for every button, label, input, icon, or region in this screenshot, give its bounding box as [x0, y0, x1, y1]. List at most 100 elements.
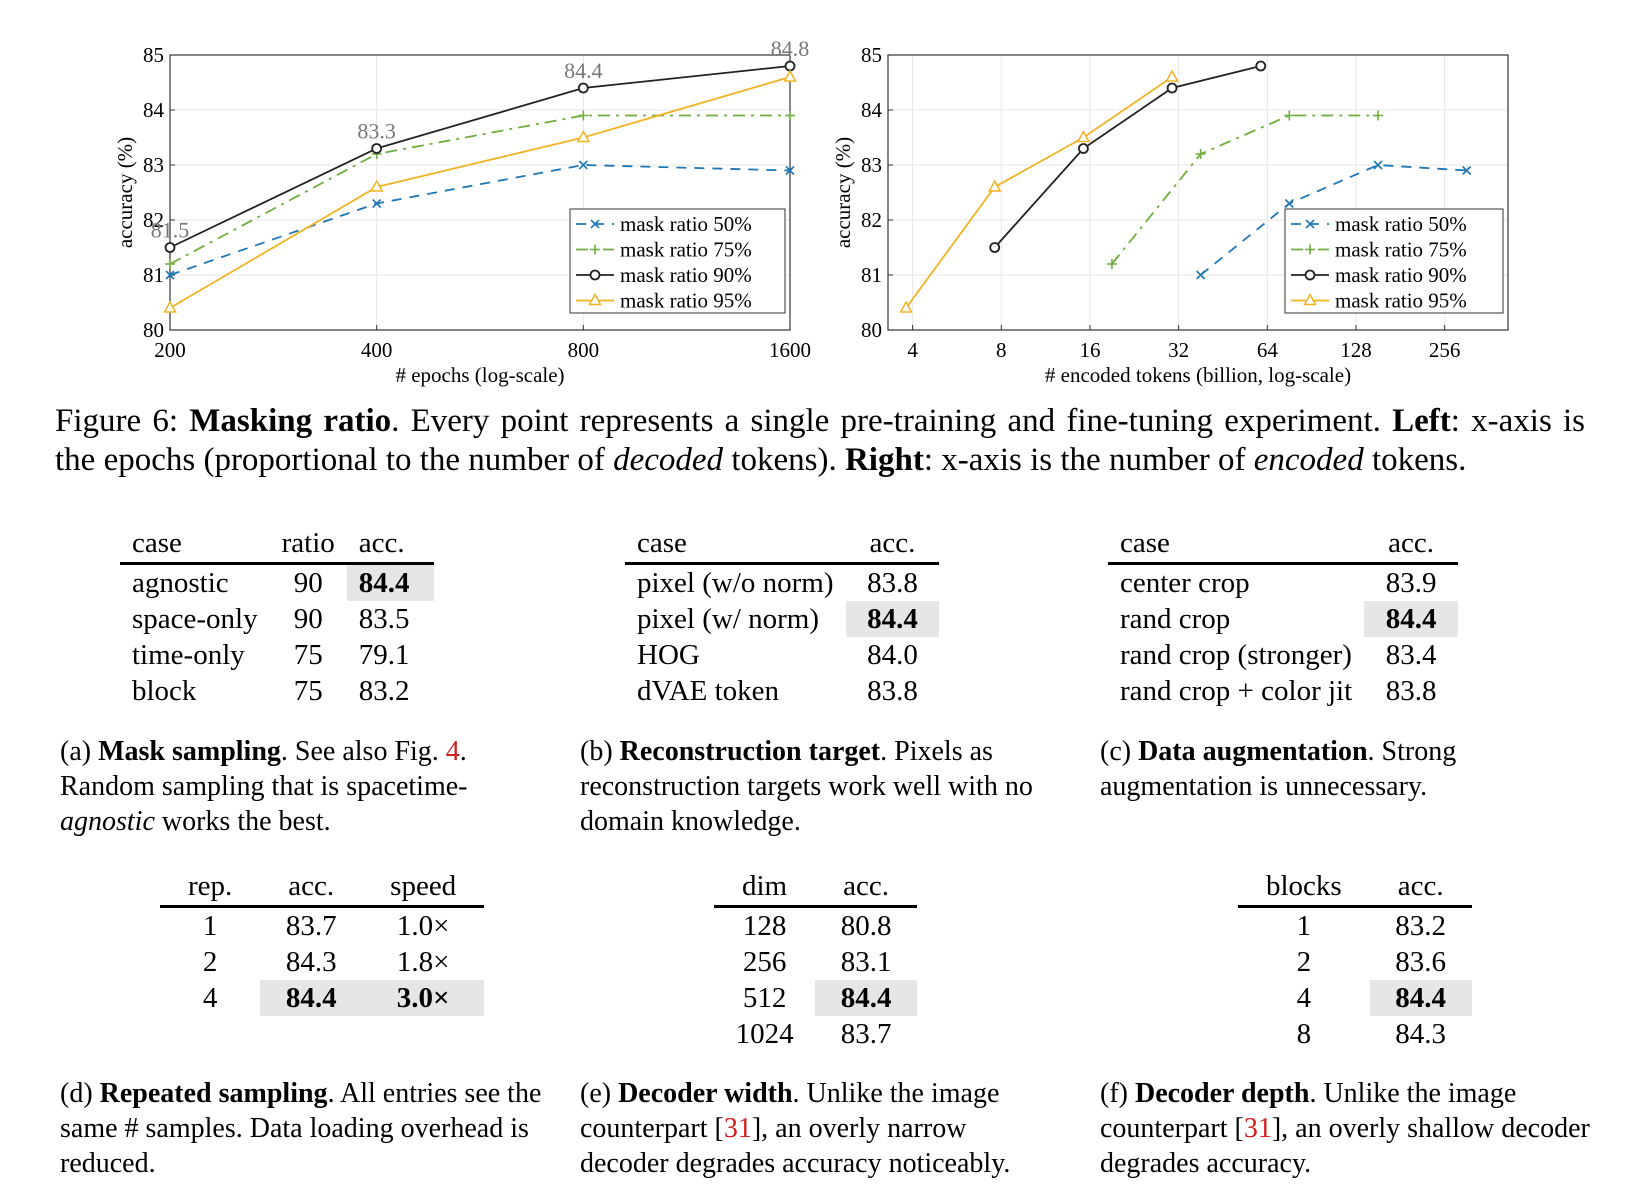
data-label: 81.5	[151, 218, 190, 243]
figure-reference-link[interactable]: 4	[445, 736, 460, 767]
column-header: rep.	[188, 870, 233, 902]
plus-marker	[1305, 244, 1315, 255]
column-header: acc.	[358, 527, 405, 559]
table-cell: 83.5	[358, 603, 410, 635]
circle-marker	[1077, 143, 1089, 154]
legend: mask ratio 50%mask ratio 75%mask ratio 9…	[1284, 208, 1504, 314]
data-label: 83.3	[357, 119, 396, 144]
table-row: 256 83.1	[714, 944, 917, 980]
triangle-marker	[783, 69, 797, 82]
table-row: pixel (w/ norm) 84.4	[625, 601, 940, 637]
table-cell: 83.7	[840, 1018, 892, 1050]
chart-left: 80 81 82 83 84 85 200 400 800 1600 # epochs (log-s…	[113, 36, 811, 387]
x-marker	[1462, 165, 1472, 176]
legend-entry: mask ratio 90%	[620, 263, 752, 287]
caption-c: (c) Data augmentation. Strong augmentati…	[1100, 736, 1457, 802]
x-tick-label: 8	[996, 338, 1007, 362]
table-cell: 90	[293, 603, 323, 635]
circle-marker	[589, 269, 601, 281]
table-cell: agnostic	[132, 567, 229, 599]
table-cell: 83.8	[867, 567, 918, 599]
circle-marker	[371, 143, 383, 154]
plus-marker	[1372, 110, 1383, 121]
table-cell-best: 84.4	[1364, 601, 1459, 637]
table-cell: 83.8	[1385, 675, 1437, 707]
x-axis-label: # encoded tokens (billion, log-scale)	[1045, 363, 1351, 387]
x-marker	[372, 198, 382, 209]
circle-marker	[1255, 60, 1267, 72]
table-cell: 1.0×	[396, 910, 450, 942]
caption-f: (f) Decoder depth. Unlike the image coun…	[1100, 1078, 1590, 1179]
table-cell: 128	[742, 910, 787, 942]
series-mask-ratio-50-	[165, 160, 795, 280]
y-tick-label: 84	[861, 98, 883, 122]
plus-marker	[590, 244, 600, 255]
table-row: rand crop + color jit 83.8	[1108, 673, 1458, 709]
y-tick-label: 82	[143, 208, 164, 232]
column-header: dim	[742, 870, 788, 902]
y-tick-label: 82	[861, 208, 882, 232]
circle-marker	[784, 60, 796, 72]
circle-marker	[164, 242, 176, 253]
plus-marker	[165, 259, 175, 269]
legend-box	[569, 208, 786, 314]
table-cell: 83.7	[285, 910, 337, 942]
chart-right: 80 81 82 83 84 85 4 8 16 32 64 128 256 # encoded toke…	[831, 43, 1509, 387]
table-cell: rand crop	[1120, 603, 1231, 635]
triangle-marker	[588, 292, 602, 306]
table-row: 2 83.6	[1238, 944, 1472, 980]
column-header: acc.	[869, 527, 916, 559]
table-cell-best: 84.4	[1369, 980, 1472, 1016]
y-axis-label: accuracy (%)	[831, 137, 855, 248]
table-cell: 4	[202, 982, 218, 1014]
y-tick-label: 81	[143, 263, 164, 287]
table-row: 8 84.3	[1238, 1016, 1472, 1052]
table-cell: 512	[742, 982, 787, 1014]
x-marker	[165, 270, 175, 280]
legend-entry: mask ratio 95%	[620, 289, 752, 313]
y-tick-label: 80	[143, 318, 164, 342]
triangle-marker	[1076, 129, 1091, 143]
table-row: 4 84.4 3.0×	[160, 980, 485, 1016]
y-axis-label: accuracy (%)	[113, 137, 137, 248]
table-cell-best: 84.4	[815, 980, 917, 1016]
triangle-marker	[163, 300, 177, 313]
table-cell-best: 84.4	[845, 601, 940, 637]
triangle-marker	[899, 300, 913, 313]
table-cell: 1	[1296, 910, 1312, 942]
x-marker	[590, 219, 600, 229]
x-marker	[1373, 160, 1383, 170]
y-tick-label: 81	[861, 263, 882, 287]
plus-marker	[1284, 110, 1295, 121]
series-mask-ratio-90-	[989, 60, 1267, 253]
x-axis-label: # epochs (log-scale)	[395, 363, 564, 387]
legend-box	[1284, 208, 1504, 314]
caption-a: (a) Mask sampling. See also Fig. 4. Rand…	[60, 736, 468, 837]
triangle-marker	[576, 129, 591, 143]
table-row: block 75 83.2	[120, 673, 434, 709]
x-tick-label: 64	[1257, 338, 1279, 362]
table-data-augmentation: case acc. center crop 83.9 rand crop 84.4 …	[1108, 524, 1459, 709]
plot-frame	[887, 54, 1509, 331]
y-tick-label: 80	[861, 318, 882, 342]
citation-link[interactable]: 31	[723, 1113, 752, 1144]
plus-marker	[578, 110, 589, 121]
table-mask-sampling: case ratio acc. agnostic 90 84.4 space-onl…	[120, 524, 434, 709]
series-mask-ratio-50-	[1196, 160, 1472, 280]
table-cell: space-only	[132, 603, 258, 635]
plus-marker	[785, 110, 795, 121]
legend-entry: mask ratio 75%	[1335, 238, 1467, 262]
table-row: 128 80.8	[714, 907, 917, 945]
table-reconstruction-target: case acc. pixel (w/o norm) 83.8 pixel (w/…	[625, 524, 940, 709]
table-cell: rand crop (stronger)	[1120, 639, 1352, 671]
table-cell: HOG	[637, 639, 700, 671]
citation-link[interactable]: 31	[1243, 1113, 1272, 1144]
x-tick-label: 1600	[769, 338, 811, 362]
legend-entry: mask ratio 75%	[620, 238, 752, 262]
x-marker	[578, 160, 588, 170]
x-marker	[1284, 198, 1294, 209]
triangle-marker	[1165, 69, 1179, 82]
table-cell: dVAE token	[637, 675, 780, 707]
table-row: agnostic 90 84.4	[120, 563, 434, 601]
circle-marker	[989, 242, 1001, 253]
